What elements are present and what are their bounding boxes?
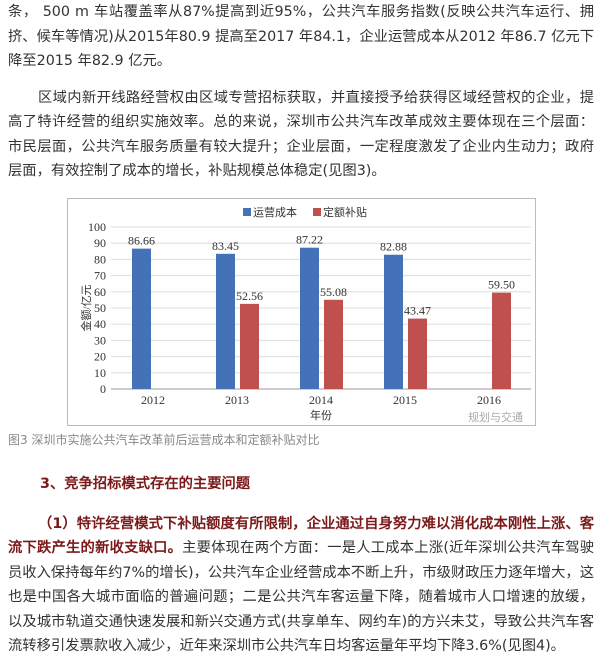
legend-swatch <box>243 207 251 216</box>
y-tick-label: 100 <box>88 220 106 234</box>
x-tick-label: 2014 <box>309 393 333 407</box>
bar-operating-cost <box>132 248 151 389</box>
y-tick-label: 10 <box>94 365 106 379</box>
y-tick-label: 0 <box>100 382 106 396</box>
paragraph-2: 区域内新开线路经营权由区域专营招标获取，并直接授予给获得区域经营权的企业，提高了… <box>8 89 594 180</box>
bar-subsidy <box>324 299 343 389</box>
y-tick-label: 80 <box>94 252 106 266</box>
y-axis-title: 金额/亿元 <box>79 284 93 331</box>
y-tick-label: 70 <box>94 268 106 282</box>
data-label: 55.08 <box>320 284 347 298</box>
y-tick-label: 40 <box>94 317 106 331</box>
figure-3-chart: 0 10 20 30 40 50 60 70 80 90 100 2012 86.66 2013 83.45… <box>67 197 536 426</box>
bar-operating-cost <box>300 247 319 389</box>
legend-swatch <box>313 207 321 216</box>
bar-subsidy <box>408 318 427 389</box>
data-label: 87.22 <box>296 232 323 246</box>
legend-label: 定额补贴 <box>323 205 367 219</box>
x-tick-label: 2016 <box>477 393 501 407</box>
bar-chart: 0 10 20 30 40 50 60 70 80 90 100 2012 86.66 2013 83.45… <box>79 205 531 424</box>
y-tick-label: 20 <box>94 349 106 363</box>
bar-subsidy <box>240 303 259 389</box>
watermark: 规划与交通 <box>468 410 523 424</box>
bar-operating-cost <box>216 253 235 389</box>
data-label: 52.56 <box>236 288 263 302</box>
y-tick-label: 30 <box>94 333 106 347</box>
data-label: 83.45 <box>212 238 239 252</box>
paragraph-3: （1）特许经营模式下补贴额度有所限制，企业通过自身努力难以消化成本刚性上涨、客流… <box>8 512 594 659</box>
bar-operating-cost <box>384 254 403 389</box>
section-heading: 3、竞争招标模式存在的主要问题 <box>40 475 251 492</box>
x-axis-title: 年份 <box>310 408 332 422</box>
figure-caption: 图3 深圳市实施公共汽车改革前后运营成本和定额补贴对比 <box>8 432 320 447</box>
data-label: 43.47 <box>404 303 431 317</box>
paragraph-3-lead: （1）特许经营模式下补贴额度有所限制，企业通过自身努力难以消化成本刚性上涨、客流… <box>8 515 594 557</box>
x-tick-label: 2013 <box>225 393 249 407</box>
paragraph-1: 条， 500 m 车站覆盖率从87%提高到近95%，公共汽车服务指数(反映公共汽… <box>8 4 594 69</box>
y-tick-label: 50 <box>94 301 106 315</box>
x-tick-label: 2015 <box>393 393 417 407</box>
y-tick-label: 60 <box>94 284 106 298</box>
data-label: 59.50 <box>488 277 515 291</box>
paragraph-3-body: 主要体现在两个方面：一是人工成本上涨(近年深圳公共汽车驾驶员收入保持每年约7%的… <box>8 540 595 654</box>
data-label: 86.66 <box>128 233 155 247</box>
y-tick-label: 90 <box>94 236 106 250</box>
bar-subsidy <box>492 292 511 389</box>
x-tick-label: 2012 <box>141 393 165 407</box>
legend-label: 运营成本 <box>253 205 297 219</box>
data-label: 82.88 <box>380 239 407 253</box>
